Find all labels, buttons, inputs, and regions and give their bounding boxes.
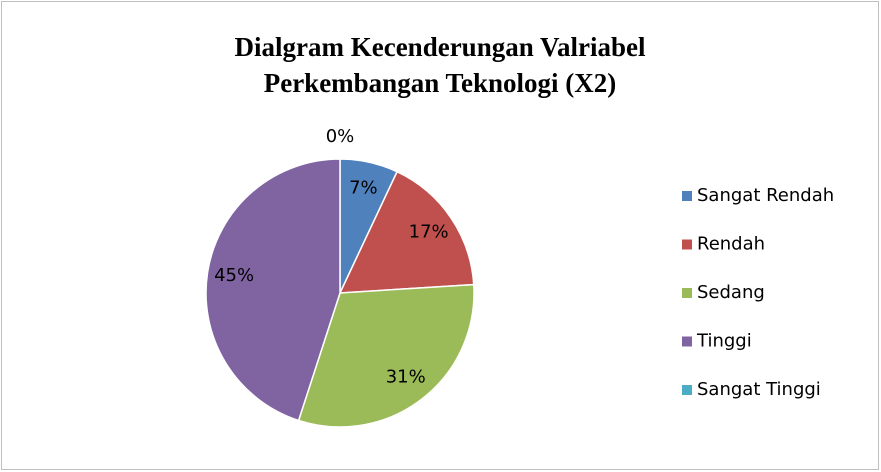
legend-label: Sangat Rendah <box>697 185 834 206</box>
pie-slice <box>338 170 475 294</box>
legend-label: Sangat Tinggi <box>697 379 821 400</box>
pie-slice <box>297 283 475 428</box>
chart-title: Perkembangan Teknologi (X2) <box>264 68 617 98</box>
data-label: 45% <box>214 265 254 286</box>
legend-label: Tinggi <box>696 331 752 352</box>
data-label: 7% <box>349 177 378 198</box>
legend-label: Rendah <box>697 234 765 255</box>
legend-swatch <box>682 239 692 250</box>
legend-label: Sedang <box>697 282 765 303</box>
data-label: 31% <box>386 367 426 388</box>
chart-title: Dialgram Kecenderungan Valriabel <box>235 32 646 62</box>
legend-swatch <box>682 191 692 201</box>
data-label: 17% <box>409 222 449 243</box>
pie-slice <box>205 158 341 422</box>
legend-swatch <box>682 385 692 395</box>
legend-swatch <box>682 336 692 347</box>
data-label: 0% <box>326 126 355 147</box>
legend-swatch <box>682 288 692 298</box>
